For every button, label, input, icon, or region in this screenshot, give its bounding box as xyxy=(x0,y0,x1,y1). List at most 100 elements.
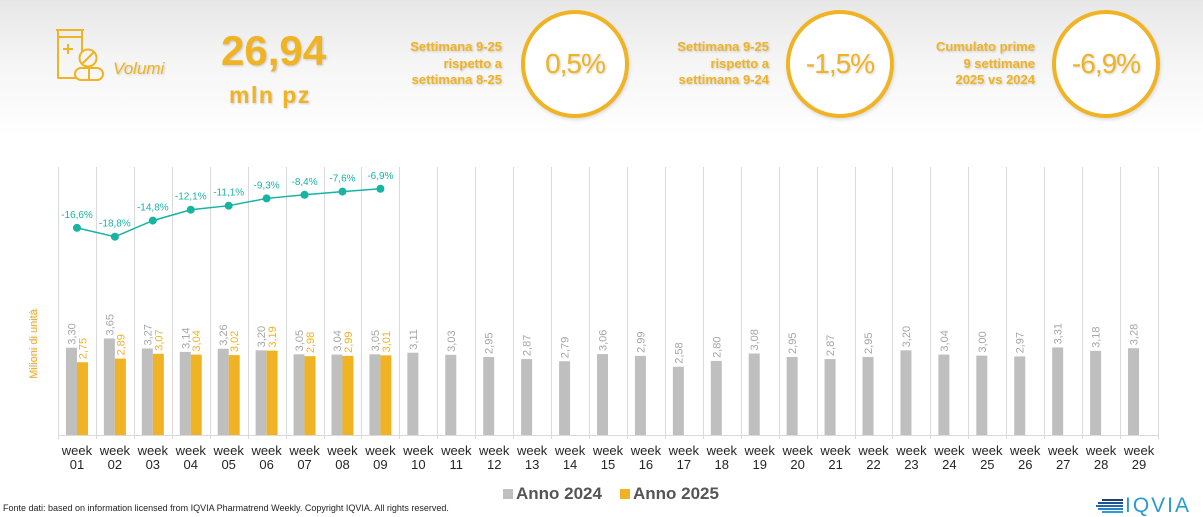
x-tick-label: week 07 xyxy=(288,443,320,472)
x-tick-label: week 20 xyxy=(781,443,813,472)
kpi-label-line: settimana 8-25 xyxy=(411,72,502,87)
bar-2025-week-09 xyxy=(380,355,392,435)
bar-value-label-2024: 2,99 xyxy=(635,331,647,352)
x-tick-label: week 26 xyxy=(1009,443,1041,472)
bar-value-label-2025: 3,01 xyxy=(381,331,393,352)
x-tick-label: week 12 xyxy=(478,443,510,472)
bar-2024-week-21 xyxy=(824,359,836,435)
kpi-label-line: Cumulato prime xyxy=(936,39,1035,54)
bar-value-label-2024: 3,04 xyxy=(939,330,951,351)
bar-2024-week-04 xyxy=(179,351,191,435)
x-tick-label: week 05 xyxy=(213,443,245,472)
variation-point xyxy=(376,184,385,193)
variation-point xyxy=(186,205,195,214)
variation-label: -11,1% xyxy=(213,188,244,199)
x-tick-label: week 14 xyxy=(554,443,586,472)
bar-value-label-2024: 3,08 xyxy=(749,329,761,350)
legend-label: Anno 2024 xyxy=(516,484,602,503)
variation-point xyxy=(224,201,233,210)
x-tick-label: week 01 xyxy=(61,443,93,472)
x-tick-label: week 16 xyxy=(630,443,662,472)
bar-value-label-2024: 3,11 xyxy=(408,329,420,350)
bar-2025-week-01 xyxy=(76,362,88,435)
bar-value-label-2024: 3,65 xyxy=(104,314,116,335)
medicine-bottle-pills-icon xyxy=(56,29,104,81)
variation-label: -9,3% xyxy=(254,180,280,191)
bar-value-label-2025: 3,04 xyxy=(191,330,203,351)
variation-label: -12,1% xyxy=(175,192,207,203)
x-tick-label: week 02 xyxy=(99,443,131,472)
bar-value-label-2024: 3,26 xyxy=(218,324,230,345)
kpi-week-vs-last-year-label: Settimana 9-25 rispetto a settimana 9-24 xyxy=(609,39,769,89)
kpi-value: 0,5% xyxy=(545,48,606,79)
bar-2024-week-06 xyxy=(255,350,267,435)
x-tick-label: week 11 xyxy=(440,443,472,472)
bar-2024-week-05 xyxy=(217,348,229,435)
data-source-note: Fonte dati: based on information license… xyxy=(3,503,449,513)
bar-value-label-2024: 3,27 xyxy=(142,324,154,345)
x-tick-label: week 18 xyxy=(706,443,738,472)
x-tick-label: week 04 xyxy=(175,443,207,472)
x-tick-label: week 21 xyxy=(819,443,851,472)
variation-point xyxy=(338,187,347,196)
bar-2024-week-10 xyxy=(407,352,419,435)
legend-swatch-2025 xyxy=(619,489,630,499)
kpi-value: -1,5% xyxy=(805,48,875,79)
legend-item-2025: Anno 2025 xyxy=(619,484,719,504)
bar-2025-week-08 xyxy=(342,355,354,435)
kpi-cumulative-label: Cumulato prime 9 settimane 2025 vs 2024 xyxy=(875,39,1035,89)
bar-value-label-2025: 3,19 xyxy=(267,326,279,347)
bar-value-label-2024: 2,87 xyxy=(825,335,837,356)
variation-label: -14,8% xyxy=(137,203,169,214)
chart-legend: Anno 2024 Anno 2025 xyxy=(503,484,737,504)
bar-2025-week-03 xyxy=(152,353,164,435)
variation-label: -8,4% xyxy=(291,177,317,188)
x-tick-label: week 03 xyxy=(137,443,169,472)
x-tick-label: week 08 xyxy=(326,443,358,472)
variation-point xyxy=(300,190,309,199)
x-tick-label: week 27 xyxy=(1047,443,1079,472)
x-tick-label: week 19 xyxy=(744,443,776,472)
bar-2024-week-07 xyxy=(293,354,305,435)
bar-2024-week-01 xyxy=(65,347,77,435)
bar-2024-week-08 xyxy=(331,354,343,435)
kpi-week-vs-prev-week-circle: 0,5% xyxy=(521,10,629,118)
bar-2024-week-03 xyxy=(141,348,153,435)
bar-2025-week-05 xyxy=(228,355,240,435)
bar-value-label-2025: 2,99 xyxy=(343,331,355,352)
total-volume-value: 26,94 xyxy=(221,27,327,74)
iqvia-stripes-icon xyxy=(1096,499,1123,513)
bar-value-label-2024: 3,18 xyxy=(1091,326,1103,347)
bar-value-label-2024: 2,80 xyxy=(711,337,723,358)
bar-value-label-2024: 3,14 xyxy=(180,328,192,349)
iqvia-logo-text: IQVIA xyxy=(1125,494,1192,517)
bar-value-label-2024: 3,05 xyxy=(294,330,306,351)
bar-value-label-2024: 2,95 xyxy=(863,333,875,354)
bar-value-label-2024: 3,31 xyxy=(1053,323,1065,344)
legend-swatch-2024 xyxy=(503,489,513,499)
bar-value-label-2025: 3,07 xyxy=(153,329,165,350)
bar-value-label-2024: 3,30 xyxy=(66,323,78,344)
bar-2024-week-09 xyxy=(369,354,381,435)
bar-2024-week-24 xyxy=(938,354,950,435)
y-axis-label: Milioni di unità xyxy=(28,309,40,379)
bar-2024-week-22 xyxy=(862,356,874,435)
bar-2024-week-28 xyxy=(1090,350,1102,435)
kpi-label-line: 9 settimane xyxy=(963,55,1035,71)
kpi-week-vs-prev-week-label: Settimana 9-25 rispetto a settimana 8-25 xyxy=(342,39,502,89)
bar-value-label-2024: 2,79 xyxy=(560,337,572,358)
x-tick-label: week 23 xyxy=(895,443,927,472)
bar-value-label-2024: 3,05 xyxy=(370,330,382,351)
bar-2024-week-13 xyxy=(521,359,533,435)
variation-point xyxy=(262,194,271,203)
bar-value-label-2024: 3,00 xyxy=(977,331,989,352)
variation-label: -18,8% xyxy=(99,219,131,230)
bar-value-label-2025: 2,89 xyxy=(115,334,127,355)
variation-label: -16,6% xyxy=(61,210,93,221)
bar-value-label-2025: 3,02 xyxy=(229,331,241,352)
bar-2024-week-26 xyxy=(1014,356,1026,435)
variation-point xyxy=(148,216,157,225)
variation-label: -6,9% xyxy=(367,171,393,182)
iqvia-logo: IQVIA xyxy=(1096,494,1192,517)
